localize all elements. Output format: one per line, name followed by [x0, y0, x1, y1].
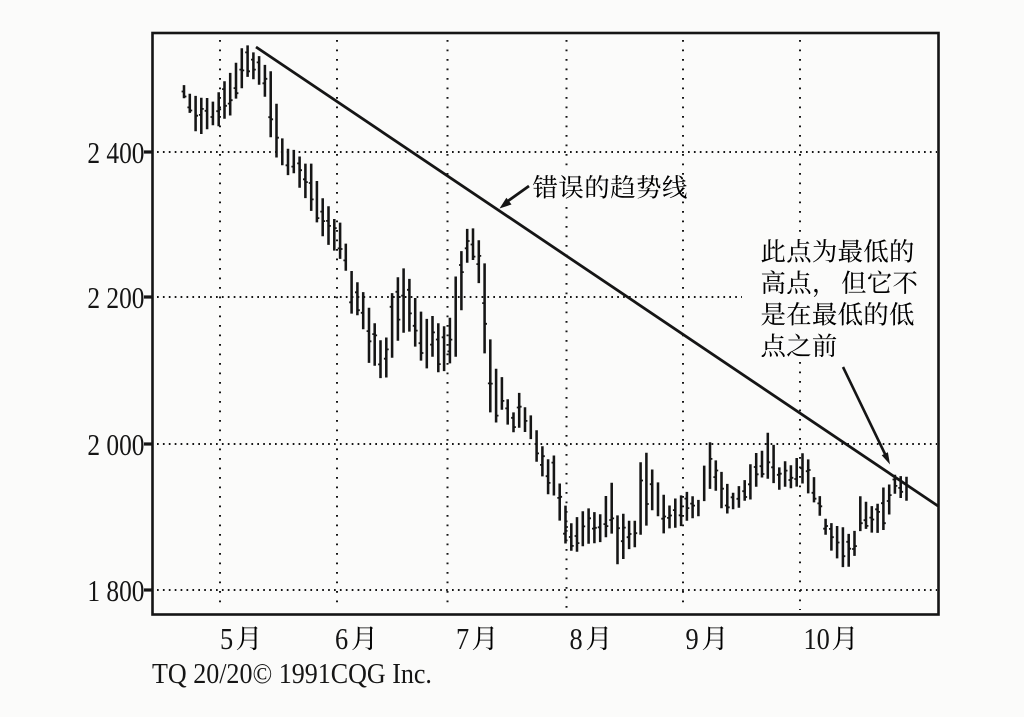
svg-text:7: 7	[456, 622, 469, 656]
svg-text:TQ 20/20© 1991CQG Inc.: TQ 20/20© 1991CQG Inc.	[152, 658, 432, 689]
svg-text:9: 9	[686, 622, 699, 656]
svg-text:6: 6	[335, 622, 348, 656]
svg-text:8: 8	[570, 622, 583, 656]
svg-text:10: 10	[804, 622, 830, 656]
svg-text:5: 5	[220, 622, 233, 656]
svg-text:1 800: 1 800	[87, 575, 144, 609]
svg-text:2 400: 2 400	[87, 137, 144, 171]
svg-text:2 200: 2 200	[87, 282, 144, 316]
svg-text:2 000: 2 000	[87, 429, 144, 463]
